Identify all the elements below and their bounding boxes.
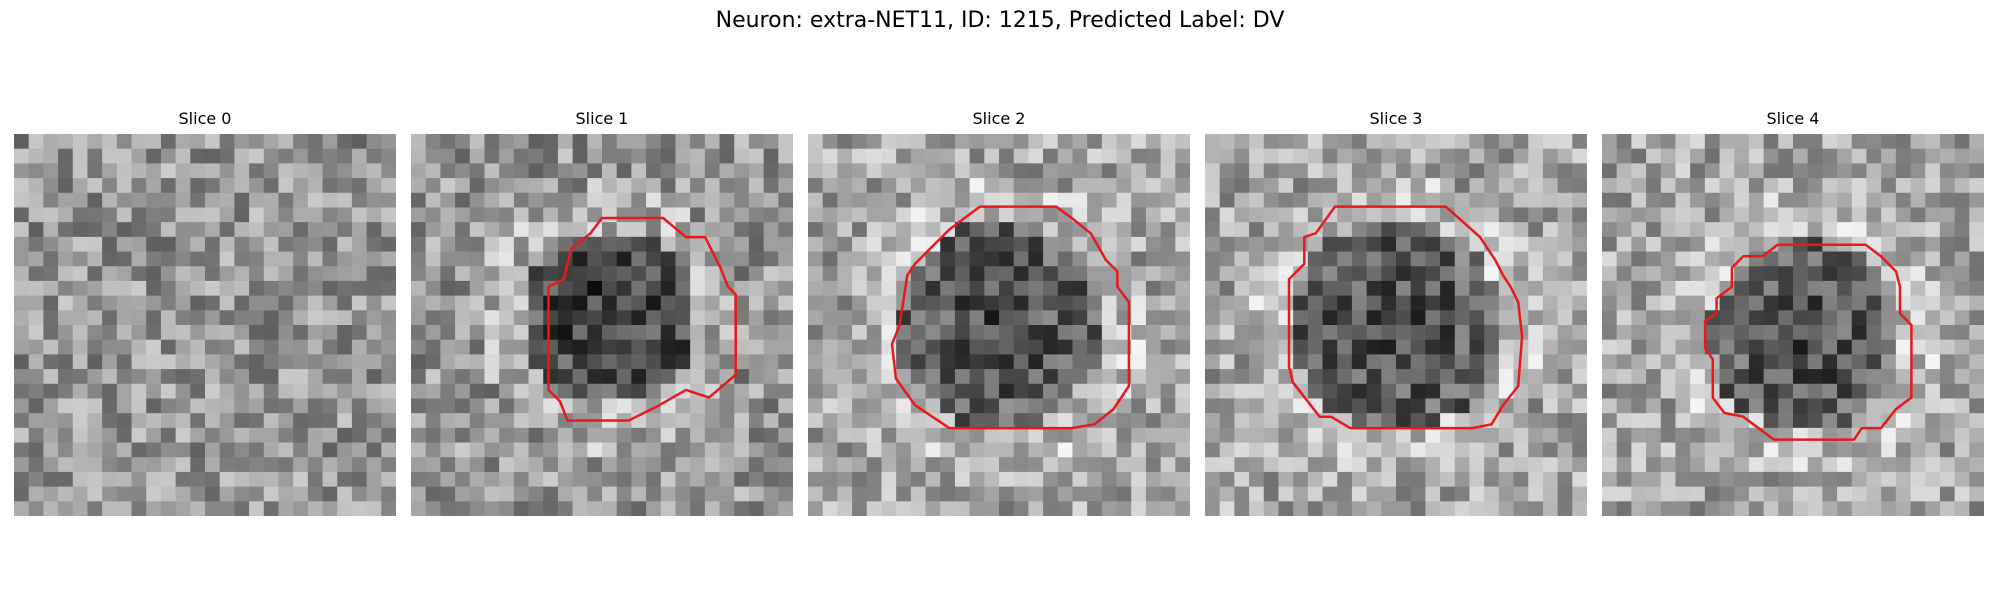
pixel-grid [1205, 134, 1587, 516]
pixel-grid [808, 134, 1190, 516]
slice-image-4 [1602, 134, 1984, 516]
slice-image-3 [1205, 134, 1587, 516]
panel-title-slice-0: Slice 0 [14, 109, 396, 128]
slice-image-1 [411, 134, 793, 516]
pixel-grid [1602, 134, 1984, 516]
slice-image-0 [14, 134, 396, 516]
pixel-grid [14, 134, 396, 516]
panel-title-slice-2: Slice 2 [808, 109, 1190, 128]
panel-title-slice-1: Slice 1 [411, 109, 793, 128]
panel-title-slice-4: Slice 4 [1602, 109, 1984, 128]
slice-image-2 [808, 134, 1190, 516]
figure-title: Neuron: extra-NET11, ID: 1215, Predicted… [0, 8, 2000, 33]
panel-title-slice-3: Slice 3 [1205, 109, 1587, 128]
